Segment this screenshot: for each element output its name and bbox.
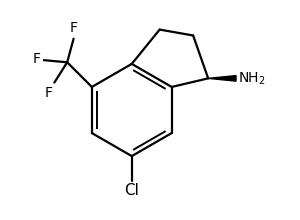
Text: Cl: Cl [124,183,139,198]
Polygon shape [208,76,236,81]
Text: F: F [45,86,52,100]
Text: F: F [70,22,78,35]
Text: F: F [33,52,41,66]
Text: NH$_2$: NH$_2$ [238,70,266,86]
